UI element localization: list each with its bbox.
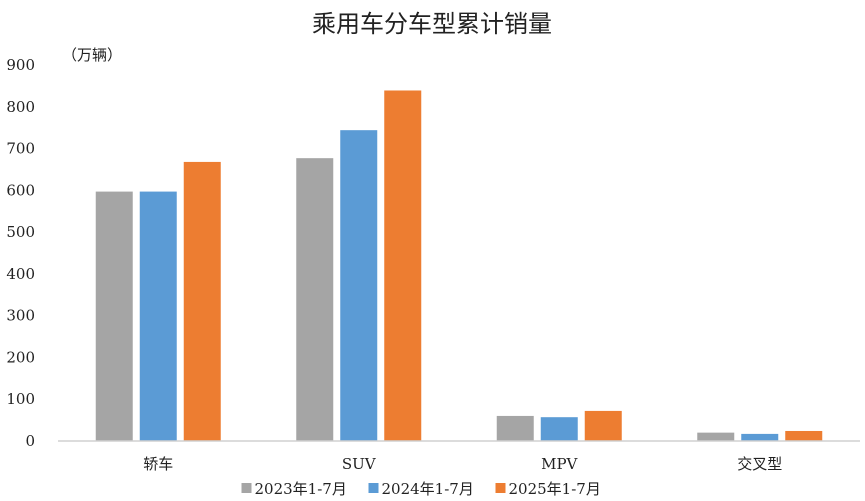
y-tick-label: 400 <box>6 265 35 283</box>
y-tick-label: 200 <box>6 348 35 366</box>
x-tick-label: SUV <box>342 455 377 473</box>
legend-label: 2024年1-7月 <box>382 480 474 498</box>
y-tick-label: 700 <box>6 140 35 158</box>
x-tick-label: 轿车 <box>143 455 173 473</box>
x-tick-label: MPV <box>541 455 578 473</box>
bar-3-1 <box>741 433 779 441</box>
x-tick-label: 交叉型 <box>737 455 782 473</box>
bar-3-2 <box>785 430 823 441</box>
bar-3-0 <box>697 432 735 441</box>
y-tick-label: 100 <box>6 390 35 408</box>
legend-swatch <box>368 483 379 493</box>
x-axis: 轿车 SUV MPV 交叉型 <box>143 455 782 473</box>
bar-1-1 <box>340 130 378 441</box>
bars-group <box>95 90 823 442</box>
y-axis: 0 100 200 300 400 500 600 700 800 900 <box>6 56 35 450</box>
chart-title: 乘用车分车型累计销量 <box>312 10 552 38</box>
bar-2-1 <box>540 417 578 441</box>
bar-1-0 <box>296 158 334 442</box>
y-tick-label: 600 <box>6 181 35 199</box>
legend: 2023年1-7月 2024年1-7月 2025年1-7月 <box>241 480 601 498</box>
legend-label: 2023年1-7月 <box>255 480 347 498</box>
y-tick-label: 500 <box>6 223 35 241</box>
y-tick-label: 0 <box>25 432 35 450</box>
y-tick-label: 900 <box>6 56 35 74</box>
y-tick-label: 300 <box>6 307 35 325</box>
bar-0-0 <box>95 191 133 441</box>
legend-label: 2025年1-7月 <box>509 480 601 498</box>
bar-0-1 <box>139 191 177 441</box>
bar-2-2 <box>584 410 622 441</box>
y-tick-label: 800 <box>6 98 35 116</box>
y-axis-unit-label: （万辆） <box>62 46 122 64</box>
legend-swatch <box>241 483 252 493</box>
bar-2-0 <box>496 415 534 441</box>
legend-swatch <box>495 483 506 493</box>
bar-0-2 <box>183 161 221 441</box>
bar-1-2 <box>384 90 422 442</box>
